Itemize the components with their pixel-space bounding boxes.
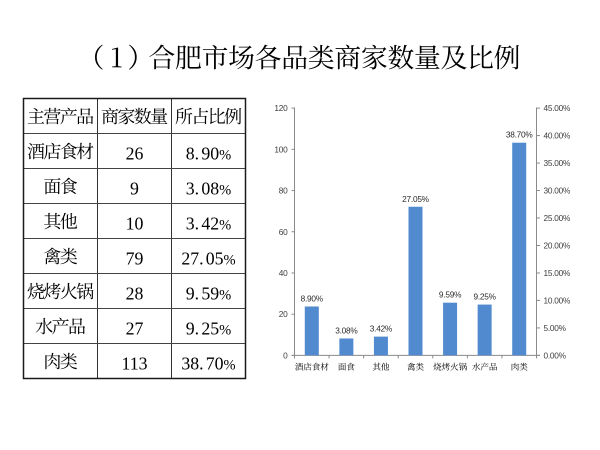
- svg-text:20: 20: [279, 309, 288, 319]
- svg-text:25.00%: 25.00%: [544, 213, 572, 223]
- svg-text:0: 0: [283, 350, 288, 360]
- svg-text:113: 113: [121, 354, 147, 374]
- svg-text:8.90%: 8.90%: [301, 293, 324, 303]
- svg-text:45.00%: 45.00%: [544, 103, 572, 113]
- svg-text:3.08%: 3.08%: [186, 179, 231, 199]
- svg-text:3.42%: 3.42%: [370, 324, 393, 334]
- svg-text:30.00%: 30.00%: [544, 186, 572, 196]
- svg-text:38.70%: 38.70%: [506, 130, 534, 140]
- svg-text:27.05%: 27.05%: [402, 194, 430, 204]
- svg-text:27: 27: [126, 319, 144, 339]
- svg-text:0.00%: 0.00%: [544, 350, 567, 360]
- svg-text:80: 80: [279, 186, 288, 196]
- svg-text:60: 60: [279, 227, 288, 237]
- svg-text:3.42%: 3.42%: [186, 214, 231, 234]
- svg-text:10.00%: 10.00%: [544, 295, 572, 305]
- svg-text:20.00%: 20.00%: [544, 240, 572, 250]
- svg-text:40.00%: 40.00%: [544, 131, 572, 141]
- svg-text:10: 10: [126, 214, 144, 234]
- svg-text:40: 40: [279, 268, 288, 278]
- svg-text:8.90%: 8.90%: [186, 144, 231, 164]
- svg-text:120: 120: [274, 103, 288, 113]
- svg-text:15.00%: 15.00%: [544, 268, 572, 278]
- svg-text:5.00%: 5.00%: [544, 323, 567, 333]
- svg-text:9.59%: 9.59%: [186, 284, 231, 304]
- svg-text:9.59%: 9.59%: [439, 290, 462, 300]
- svg-text:9.25%: 9.25%: [186, 319, 231, 339]
- svg-text:38.70%: 38.70%: [181, 354, 235, 374]
- svg-text:28: 28: [126, 284, 144, 304]
- svg-text:9.25%: 9.25%: [473, 292, 496, 302]
- svg-text:27.05%: 27.05%: [181, 249, 235, 269]
- svg-text:35.00%: 35.00%: [544, 158, 572, 168]
- svg-text:9: 9: [130, 179, 139, 199]
- svg-text:79: 79: [126, 249, 144, 269]
- svg-text:26: 26: [126, 144, 144, 164]
- svg-text:100: 100: [274, 144, 288, 154]
- svg-text:3.08%: 3.08%: [335, 325, 358, 335]
